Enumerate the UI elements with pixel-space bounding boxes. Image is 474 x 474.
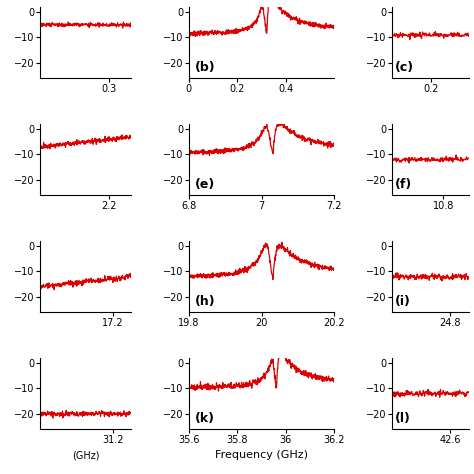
Text: (c): (c) [395,62,414,74]
Text: (h): (h) [195,295,215,309]
X-axis label: Frequency (GHz): Frequency (GHz) [215,450,308,460]
Text: (l): (l) [395,412,411,426]
Text: (e): (e) [195,178,215,191]
Text: (b): (b) [195,62,215,74]
Text: (k): (k) [195,412,215,426]
Text: (i): (i) [395,295,411,309]
Text: (f): (f) [395,178,412,191]
X-axis label: (GHz): (GHz) [72,450,100,460]
